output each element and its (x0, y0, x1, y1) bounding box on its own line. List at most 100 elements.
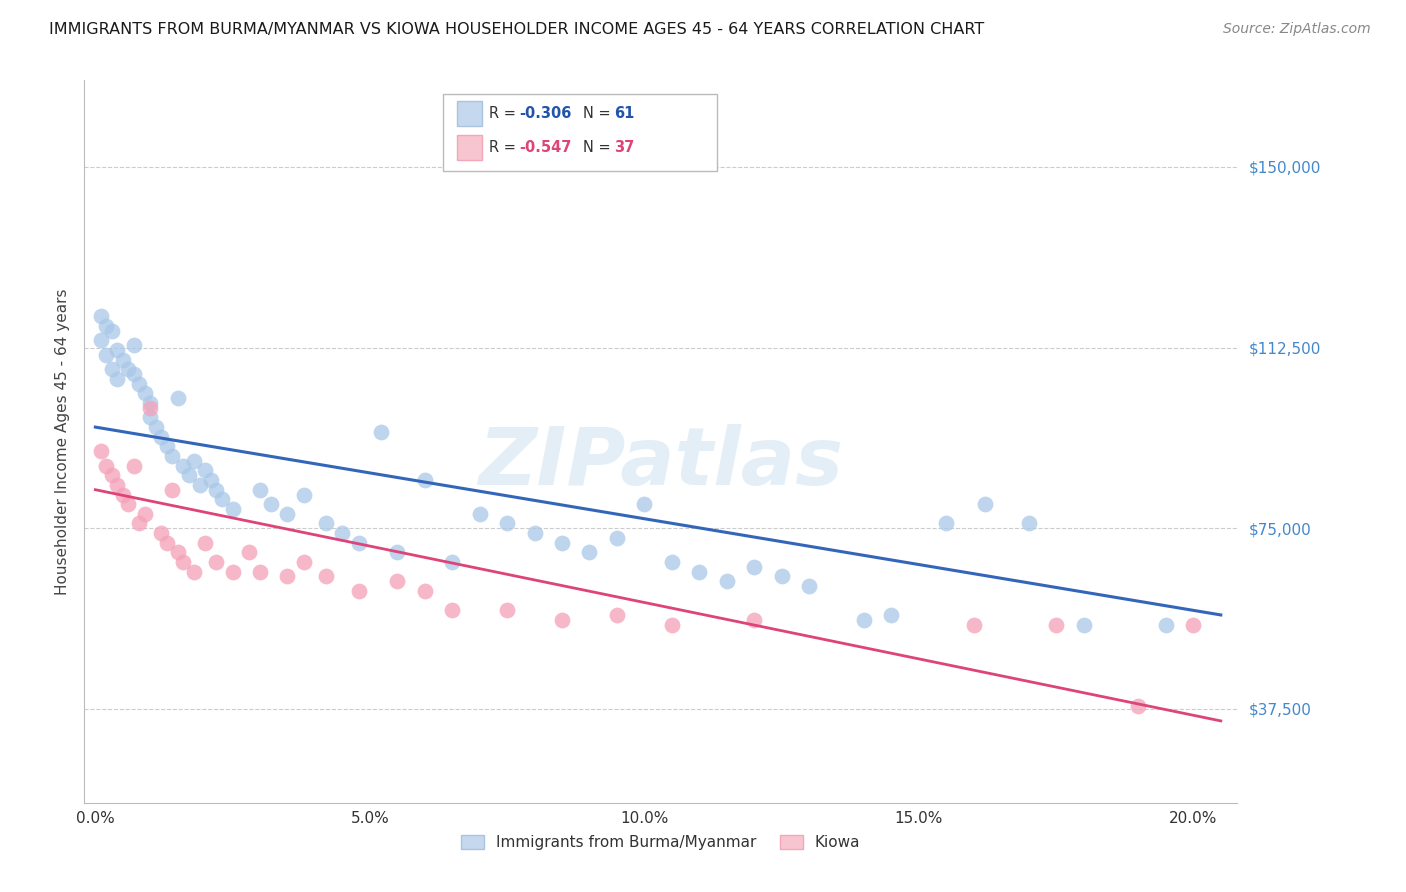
Point (188, 478, 211, 492)
Text: N =: N = (583, 140, 616, 154)
Point (139, 401, 162, 415)
Point (96, 458, 118, 473)
Point (441, 603, 464, 617)
Point (221, 502, 243, 516)
Point (122, 367, 145, 381)
Point (496, 603, 519, 617)
Point (742, 559, 765, 574)
Point (413, 473, 436, 487)
Point (150, 430, 173, 444)
Point (90, 444, 112, 458)
Point (292, 555, 315, 569)
Text: N =: N = (583, 106, 616, 120)
Text: R =: R = (489, 140, 520, 154)
Point (1182, 617, 1205, 632)
Point (551, 535, 574, 549)
Point (1018, 516, 1040, 531)
Point (211, 492, 233, 507)
Point (1073, 617, 1095, 632)
Point (128, 376, 150, 391)
Point (852, 613, 875, 627)
Point (249, 565, 271, 579)
Point (578, 545, 600, 559)
Point (661, 555, 683, 569)
Point (96, 348, 118, 362)
Point (105, 343, 128, 357)
Text: R =: R = (489, 106, 520, 120)
Point (166, 545, 188, 559)
Point (160, 449, 183, 463)
Point (117, 362, 139, 376)
Point (111, 487, 134, 501)
Point (551, 613, 574, 627)
Point (1154, 617, 1177, 632)
Point (1128, 699, 1150, 714)
Point (166, 391, 188, 405)
Point (156, 535, 179, 549)
Point (177, 468, 200, 483)
Point (238, 545, 260, 559)
Point (194, 463, 217, 477)
Point (194, 535, 217, 549)
Legend: Immigrants from Burma/Myanmar, Kiowa: Immigrants from Burma/Myanmar, Kiowa (456, 830, 866, 856)
Point (276, 507, 298, 521)
Point (128, 516, 150, 531)
Point (145, 420, 167, 434)
Point (122, 458, 145, 473)
Point (441, 555, 464, 569)
Point (150, 526, 173, 541)
Point (134, 386, 156, 401)
Point (111, 352, 134, 367)
Point (661, 617, 683, 632)
Point (200, 473, 222, 487)
Text: IMMIGRANTS FROM BURMA/MYANMAR VS KIOWA HOUSEHOLDER INCOME AGES 45 - 64 YEARS COR: IMMIGRANTS FROM BURMA/MYANMAR VS KIOWA H… (49, 22, 984, 37)
Point (688, 565, 710, 579)
Point (134, 507, 156, 521)
Point (413, 583, 436, 598)
Point (292, 487, 315, 501)
Text: Source: ZipAtlas.com: Source: ZipAtlas.com (1223, 22, 1371, 37)
Text: 61: 61 (614, 106, 634, 120)
Point (935, 516, 957, 531)
Point (96, 318, 118, 333)
Point (633, 497, 655, 511)
Point (606, 531, 628, 545)
Point (101, 324, 124, 338)
Point (315, 516, 337, 531)
Point (160, 483, 183, 497)
Point (205, 483, 228, 497)
Text: 37: 37 (614, 140, 634, 154)
Point (101, 468, 124, 483)
Text: ZIPatlas: ZIPatlas (478, 425, 844, 502)
Point (117, 497, 139, 511)
Point (770, 569, 793, 583)
Point (172, 458, 194, 473)
Point (139, 410, 162, 425)
Point (716, 574, 738, 589)
Point (172, 555, 194, 569)
Point (105, 478, 128, 492)
Point (260, 497, 283, 511)
Y-axis label: Householder Income Ages 45 - 64 years: Householder Income Ages 45 - 64 years (55, 288, 70, 595)
Point (347, 583, 370, 598)
Point (1045, 617, 1067, 632)
Point (156, 439, 179, 453)
Point (606, 607, 628, 622)
Point (101, 362, 124, 376)
Point (370, 425, 392, 439)
Point (963, 617, 986, 632)
Point (973, 497, 995, 511)
Point (797, 579, 820, 593)
Point (183, 565, 205, 579)
Point (742, 613, 765, 627)
Point (496, 516, 519, 531)
Point (387, 545, 409, 559)
Point (249, 483, 271, 497)
Point (387, 574, 409, 589)
Point (205, 555, 228, 569)
Point (880, 607, 903, 622)
Point (315, 569, 337, 583)
Point (221, 565, 243, 579)
Point (347, 535, 370, 549)
Point (183, 454, 205, 468)
